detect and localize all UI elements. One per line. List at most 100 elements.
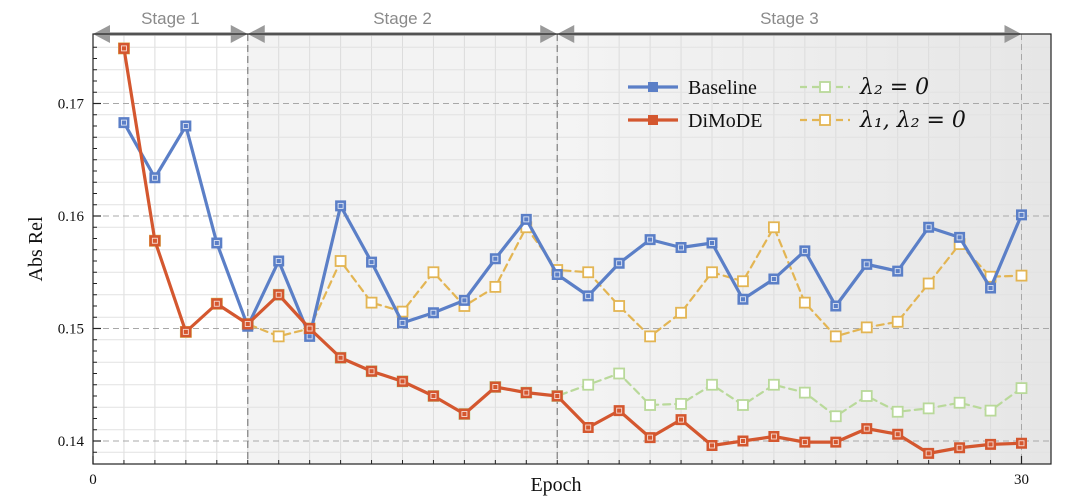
data-point-inner xyxy=(678,244,684,251)
legend-label: Baseline xyxy=(688,77,757,99)
data-point-inner xyxy=(801,247,808,254)
data-point xyxy=(489,253,501,265)
data-point-inner xyxy=(337,202,344,209)
data-point-inner xyxy=(770,276,777,282)
data-point xyxy=(675,414,687,426)
x-tick-label: 30 xyxy=(1014,472,1029,488)
data-point xyxy=(737,399,749,411)
data-point-inner xyxy=(770,433,777,440)
data-point xyxy=(860,321,873,334)
x-axis-title: Epoch xyxy=(530,474,581,496)
data-point xyxy=(1016,209,1027,221)
data-point xyxy=(675,397,687,410)
data-point xyxy=(613,405,625,417)
data-point xyxy=(149,172,161,184)
y-tick-label: 0.15 xyxy=(58,322,84,338)
data-point-inner xyxy=(709,240,715,246)
data-point-inner xyxy=(801,439,808,446)
data-point xyxy=(891,405,904,418)
data-point xyxy=(211,298,223,310)
legend-swatch-marker xyxy=(648,82,658,92)
data-point xyxy=(829,410,842,423)
data-point-inner xyxy=(120,119,127,126)
data-point-inner xyxy=(678,416,684,423)
data-point-inner xyxy=(151,237,158,244)
data-point xyxy=(768,221,780,234)
data-point xyxy=(892,428,904,440)
stage-label: Stage 3 xyxy=(760,9,819,28)
data-point xyxy=(768,273,780,285)
data-point xyxy=(582,422,594,433)
data-point xyxy=(675,306,687,319)
data-point-inner xyxy=(151,174,158,181)
data-point xyxy=(149,235,161,247)
data-point xyxy=(551,390,563,402)
data-point-inner xyxy=(709,442,715,449)
data-point xyxy=(1015,269,1028,282)
data-point xyxy=(335,352,347,364)
data-point xyxy=(427,307,439,319)
data-point xyxy=(706,378,718,391)
data-point xyxy=(458,408,470,420)
data-point xyxy=(582,378,595,391)
data-point-inner xyxy=(523,389,530,396)
data-point xyxy=(799,245,811,257)
data-point-inner xyxy=(740,296,746,303)
legend-item: λ₁, λ₂ = 0 xyxy=(800,108,966,133)
data-point-inner xyxy=(554,393,561,399)
legend-item: λ₂ = 0 xyxy=(800,75,929,100)
data-point-inner xyxy=(647,434,654,441)
data-point xyxy=(211,237,223,249)
series-layer xyxy=(118,42,1028,459)
data-point xyxy=(366,256,378,268)
data-point-inner xyxy=(832,439,839,446)
data-point xyxy=(242,318,254,330)
data-point xyxy=(644,399,656,411)
data-point-inner xyxy=(213,300,220,307)
data-point xyxy=(798,296,811,309)
data-point xyxy=(489,280,502,293)
data-point xyxy=(861,258,873,270)
data-point xyxy=(273,289,285,301)
data-point-inner xyxy=(275,291,282,298)
stage-label: Stage 2 xyxy=(373,9,432,28)
data-point-inner xyxy=(244,321,251,327)
data-point-inner xyxy=(647,236,654,243)
legend-swatch-marker xyxy=(648,115,658,125)
data-point xyxy=(180,326,192,338)
legend: Baseline DiMoDE λ₂ = 0 λ₁, λ₂ = 0 xyxy=(628,75,966,133)
series-1 xyxy=(118,42,1027,459)
data-point xyxy=(489,381,501,393)
data-point xyxy=(922,402,935,415)
data-point xyxy=(272,330,285,343)
legend-label: λ₁, λ₂ = 0 xyxy=(859,108,966,133)
data-point-inner xyxy=(894,431,901,438)
x-tick-label: 0 xyxy=(89,472,97,488)
legend-item: DiMoDE xyxy=(628,110,762,132)
data-point xyxy=(984,404,997,417)
data-point-inner xyxy=(554,271,561,278)
data-point xyxy=(118,42,130,54)
data-point xyxy=(397,375,408,387)
data-point xyxy=(675,242,687,253)
data-point xyxy=(799,436,811,448)
data-point-inner xyxy=(306,325,313,332)
y-tick-label: 0.16 xyxy=(58,209,85,225)
legend-swatch-marker xyxy=(819,81,831,93)
data-point xyxy=(922,277,935,290)
data-point xyxy=(830,436,842,448)
data-point-inner xyxy=(213,240,220,246)
data-point-inner xyxy=(863,425,870,432)
legend-label: λ₂ = 0 xyxy=(859,75,929,100)
data-point-inner xyxy=(120,45,127,52)
data-point xyxy=(334,255,347,267)
y-tick-label: 0.17 xyxy=(58,97,85,113)
data-point xyxy=(798,386,811,399)
data-point xyxy=(985,282,997,294)
data-point-inner xyxy=(492,384,499,390)
data-point xyxy=(737,275,749,288)
data-point xyxy=(954,231,966,243)
data-point-inner xyxy=(894,268,901,275)
data-point-inner xyxy=(925,224,932,231)
